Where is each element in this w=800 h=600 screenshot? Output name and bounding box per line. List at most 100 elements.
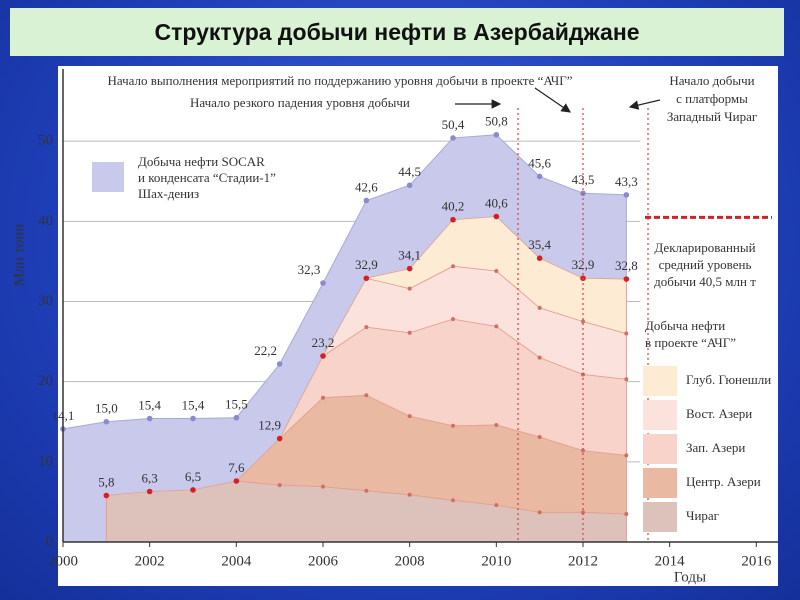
legend-label: Вост. Азери bbox=[686, 406, 752, 421]
legend-swatch bbox=[643, 502, 677, 532]
segment-point bbox=[624, 511, 629, 516]
annotation-arrow bbox=[628, 99, 661, 110]
data-label: 22,2 bbox=[254, 343, 277, 358]
x-tick-label: 2010 bbox=[481, 553, 511, 569]
declared-text: средний уровень bbox=[659, 257, 752, 272]
data-label: 43,3 bbox=[615, 174, 638, 189]
acg-total-point bbox=[363, 275, 370, 282]
segment-point bbox=[494, 269, 499, 274]
legend-label: Добыча нефти SOCAR и конденсата “Стадии-1… bbox=[138, 154, 276, 201]
data-label: 35,4 bbox=[528, 237, 551, 252]
data-label: 50,4 bbox=[442, 117, 465, 132]
segment-point bbox=[581, 319, 585, 324]
legend-title: в проекте “АЧГ” bbox=[645, 335, 736, 350]
segment-point bbox=[364, 488, 369, 493]
segment-point bbox=[537, 434, 542, 439]
annotation-text: Начало добычи bbox=[669, 73, 754, 88]
x-tick-label: 2002 bbox=[135, 553, 165, 569]
y-tick-label: 50 bbox=[38, 133, 53, 149]
acg-total-point bbox=[233, 478, 240, 484]
segment-point bbox=[407, 414, 412, 419]
acg-total-point bbox=[536, 255, 543, 261]
acg-total-point bbox=[103, 492, 110, 499]
y-tick-label: 20 bbox=[38, 373, 53, 389]
total-point bbox=[623, 192, 630, 198]
data-label: 7,6 bbox=[228, 460, 245, 475]
data-label: 23,2 bbox=[312, 335, 335, 350]
data-label: 12,9 bbox=[258, 418, 281, 433]
x-tick-label: 2000 bbox=[48, 553, 78, 569]
segment-point bbox=[451, 317, 455, 322]
segment-point bbox=[537, 510, 542, 515]
data-label: 32,3 bbox=[298, 262, 321, 277]
x-tick-label: 2008 bbox=[395, 553, 425, 569]
total-point bbox=[320, 280, 326, 286]
segment-point bbox=[624, 331, 629, 336]
segment-point bbox=[321, 395, 325, 400]
legend-swatch bbox=[643, 468, 677, 498]
data-label: 44,5 bbox=[398, 164, 421, 179]
total-point bbox=[276, 361, 283, 367]
total-point bbox=[363, 197, 370, 204]
annotation-arrow bbox=[534, 87, 571, 113]
legend-label: Глуб. Гюнешли bbox=[686, 372, 771, 387]
x-axis-label: Годы bbox=[674, 569, 706, 585]
data-label: 40,6 bbox=[485, 195, 508, 210]
total-point bbox=[536, 173, 543, 180]
data-label: 6,3 bbox=[142, 470, 158, 485]
legend-label: Зап. Азери bbox=[686, 440, 745, 455]
segment-point bbox=[494, 324, 499, 329]
x-tick-label: 2012 bbox=[568, 553, 598, 569]
annotation-text: Начало резкого падения уровня добычи bbox=[190, 95, 410, 110]
y-tick-label: 40 bbox=[38, 213, 53, 229]
legend-label: Центр. Азери bbox=[686, 474, 761, 489]
segment-point bbox=[407, 492, 412, 497]
data-label: 34,1 bbox=[398, 248, 421, 263]
y-tick-label: 30 bbox=[38, 293, 53, 309]
data-label: 15,4 bbox=[138, 398, 161, 413]
legend-label: Чираг bbox=[686, 508, 719, 523]
total-point bbox=[233, 414, 240, 421]
acg-total-point bbox=[146, 488, 153, 495]
stacked-area bbox=[366, 216, 627, 335]
total-point bbox=[450, 135, 456, 141]
legend-title: Добыча нефти bbox=[645, 318, 725, 333]
data-label: 45,6 bbox=[528, 155, 551, 170]
segment-point bbox=[537, 305, 542, 310]
segment-point bbox=[407, 330, 412, 335]
legend-swatch bbox=[643, 366, 677, 396]
segment-point bbox=[451, 498, 455, 503]
acg-total-point bbox=[320, 353, 326, 359]
segment-point bbox=[624, 377, 629, 382]
data-label: 15,5 bbox=[225, 397, 248, 412]
y-tick-label: 10 bbox=[38, 453, 53, 469]
x-tick-label: 2014 bbox=[655, 553, 686, 569]
x-tick-label: 2004 bbox=[221, 553, 252, 569]
segment-point bbox=[277, 483, 282, 488]
segment-point bbox=[494, 503, 499, 508]
segment-point bbox=[364, 325, 369, 330]
data-label: 6,5 bbox=[185, 469, 201, 484]
y-axis-label: Млн тонн bbox=[11, 224, 27, 287]
data-label: 15,0 bbox=[95, 401, 118, 416]
legend-swatch bbox=[643, 434, 677, 464]
acg-total-point bbox=[276, 435, 283, 442]
segment-point bbox=[407, 286, 412, 291]
annotation-text: Начало выполнения мероприятий по поддерж… bbox=[107, 73, 572, 88]
data-label: 15,4 bbox=[182, 398, 205, 413]
total-point bbox=[493, 131, 500, 138]
acg-total-point bbox=[450, 216, 456, 223]
segment-point bbox=[364, 393, 369, 398]
y-tick-label: 0 bbox=[46, 533, 54, 549]
x-tick-label: 2006 bbox=[308, 553, 339, 569]
declared-text: Декларированный bbox=[654, 240, 755, 255]
segment-point bbox=[451, 423, 455, 428]
segment-point bbox=[321, 484, 325, 489]
legend-swatch bbox=[92, 162, 124, 192]
total-point bbox=[190, 415, 196, 422]
segment-point bbox=[451, 264, 455, 269]
data-label: 5,8 bbox=[98, 474, 114, 489]
data-label: 32,9 bbox=[355, 257, 378, 272]
